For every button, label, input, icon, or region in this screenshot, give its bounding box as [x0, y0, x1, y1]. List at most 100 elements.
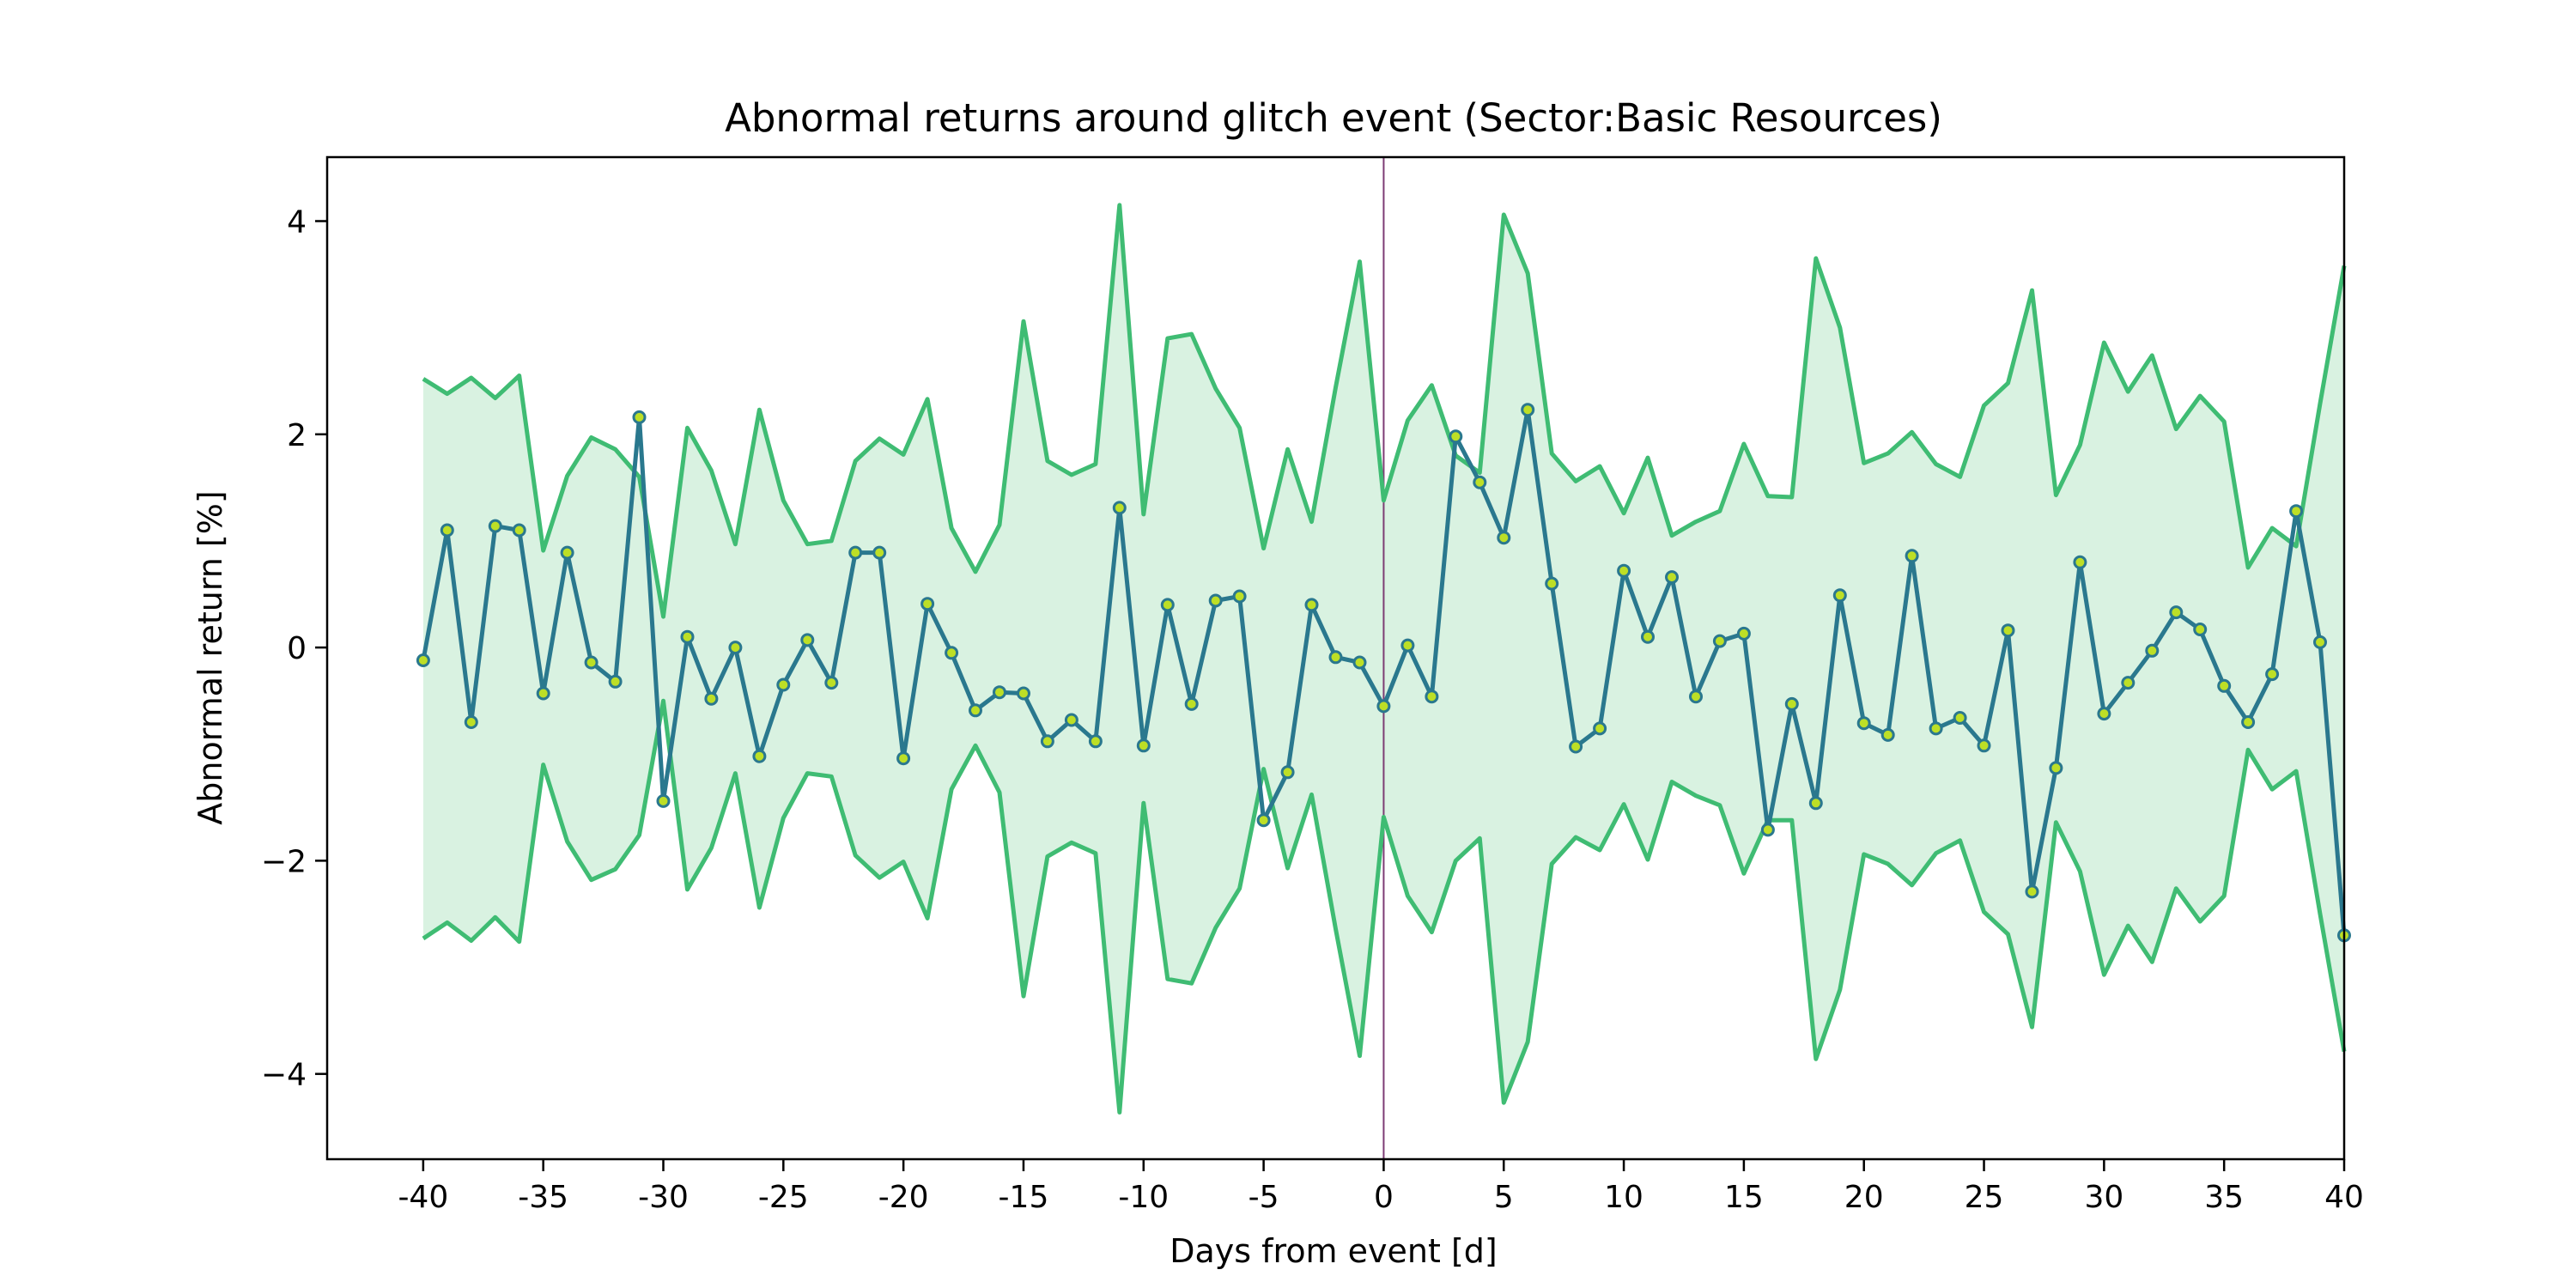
- abnormal-return-point: [608, 674, 623, 689]
- abnormal-return-point: [656, 793, 671, 808]
- abnormal-return-point: [1569, 739, 1583, 754]
- abnormal-return-point: [1017, 686, 1030, 701]
- abnormal-return-point: [1641, 629, 1655, 644]
- abnormal-return-point: [1736, 626, 1751, 641]
- x-axis: -40 -35 -30 -25 -20 -15 -10 -5 0 5 10 15 20 25 30 35 40: [398, 1159, 2364, 1215]
- abnormal-return-point: [1880, 727, 1895, 742]
- abnormal-return-point: [2097, 707, 2111, 721]
- y-tick-label: −4: [261, 1058, 307, 1093]
- abnormal-return-point: [1784, 696, 1799, 711]
- chart-title: Abnormal returns around glitch event (Se…: [725, 95, 1942, 141]
- y-tick-label: −2: [261, 844, 307, 879]
- abnormal-return-point: [704, 691, 719, 706]
- abnormal-return-point: [945, 646, 959, 660]
- x-tick-label: -35: [518, 1180, 568, 1215]
- abnormal-return-point: [752, 749, 767, 763]
- y-axis: −4 −2 0 2 4: [261, 204, 327, 1093]
- abnormal-return-point: [560, 545, 574, 560]
- abnormal-return-point: [2265, 667, 2280, 682]
- plot-area: [416, 157, 2351, 1159]
- x-tick-label: -10: [1118, 1180, 1169, 1215]
- abnormal-return-point: [488, 519, 502, 533]
- x-tick-label: -15: [999, 1180, 1049, 1215]
- abnormal-return-point: [1808, 796, 1823, 811]
- abnormal-return-point: [584, 655, 598, 670]
- x-tick-label: 25: [1965, 1180, 2004, 1215]
- abnormal-return-point: [2313, 635, 2327, 649]
- abnormal-return-point: [1328, 650, 1343, 665]
- plot-frame: [325, 155, 2346, 1161]
- y-tick-label: 0: [287, 631, 307, 666]
- x-tick-label: 20: [1844, 1180, 1884, 1215]
- y-axis-label: Abnormal return [%]: [191, 490, 229, 824]
- abnormal-return-point: [1376, 699, 1391, 714]
- abnormal-return-point: [1832, 588, 1847, 603]
- abnormal-return-point: [2001, 623, 2015, 638]
- abnormal-return-point: [1977, 738, 1991, 753]
- abnormal-return-point: [1712, 634, 1727, 648]
- abnormal-return-point: [1400, 638, 1415, 653]
- abnormal-return-point: [2193, 623, 2208, 636]
- x-tick-label: -30: [638, 1180, 689, 1215]
- x-tick-label: -5: [1249, 1180, 1279, 1215]
- abnormal-return-point: [1256, 813, 1271, 828]
- abnormal-return-point: [896, 751, 911, 766]
- x-tick-label: 0: [1374, 1180, 1394, 1215]
- abnormal-return-point: [2241, 715, 2256, 729]
- abnormal-return-point: [728, 641, 743, 655]
- abnormal-return-point: [1184, 696, 1199, 711]
- abnormal-return-point: [1352, 655, 1367, 670]
- abnormal-return-point: [1856, 716, 1871, 731]
- x-tick-label: -40: [398, 1180, 448, 1215]
- x-tick-label: -25: [758, 1180, 809, 1215]
- abnormal-return-point: [1449, 429, 1463, 444]
- x-tick-label: 35: [2204, 1180, 2244, 1215]
- abnormal-return-point: [1760, 823, 1775, 837]
- y-tick-label: 2: [287, 418, 307, 453]
- abnormal-return-point: [1232, 589, 1247, 604]
- x-tick-label: 30: [2084, 1180, 2123, 1215]
- x-tick-label: 5: [1494, 1180, 1514, 1215]
- upper-band-line: [422, 203, 2347, 619]
- abnormal-return-point: [872, 545, 887, 560]
- abnormal-return-point: [1208, 593, 1223, 608]
- abnormal-return-point: [1040, 734, 1054, 749]
- abnormal-return-point: [1593, 721, 1607, 736]
- abnormal-return-point: [1280, 765, 1295, 780]
- abnormal-return-point: [680, 629, 695, 644]
- abnormal-return-point: [1665, 570, 1679, 585]
- abnormal-return-point: [464, 715, 478, 729]
- abnormal-return-point: [1497, 531, 1511, 545]
- abnormal-return-point: [2073, 555, 2087, 569]
- abnormal-return-point: [2169, 605, 2184, 620]
- abnormal-return-point: [512, 523, 526, 538]
- abnormal-return-point: [2025, 884, 2039, 899]
- x-tick-label: 40: [2324, 1180, 2364, 1215]
- abnormal-return-point: [848, 545, 863, 560]
- abnormal-return-point: [1473, 475, 1487, 489]
- abnormal-return-point: [2217, 678, 2232, 693]
- abnormal-return-point: [1160, 598, 1175, 612]
- abnormal-return-point: [2049, 761, 2063, 775]
- abnormal-return-point: [440, 523, 454, 538]
- abnormal-return-point: [1136, 738, 1151, 753]
- x-axis-label: Days from event [d]: [1170, 1232, 1498, 1270]
- abnormal-return-point: [969, 703, 982, 718]
- abnormal-return-point: [1545, 576, 1559, 591]
- abnormal-return-point: [2289, 504, 2304, 519]
- abnormal-return-point: [1689, 690, 1703, 704]
- abnormal-return-point: [2145, 643, 2160, 658]
- abnormal-return-point: [416, 653, 430, 667]
- abnormal-return-point: [993, 685, 1006, 700]
- x-tick-label: 15: [1724, 1180, 1764, 1215]
- abnormal-return-point: [1304, 598, 1319, 612]
- abnormal-return-point: [1617, 563, 1631, 578]
- x-tick-label: -20: [878, 1180, 929, 1215]
- abnormal-return-point: [1088, 734, 1103, 749]
- abnormal-return-point: [2121, 676, 2136, 690]
- abnormal-return-point: [632, 410, 647, 424]
- x-tick-label: 10: [1604, 1180, 1643, 1215]
- y-tick-label: 4: [287, 204, 307, 240]
- abnormal-return-point: [1064, 713, 1078, 727]
